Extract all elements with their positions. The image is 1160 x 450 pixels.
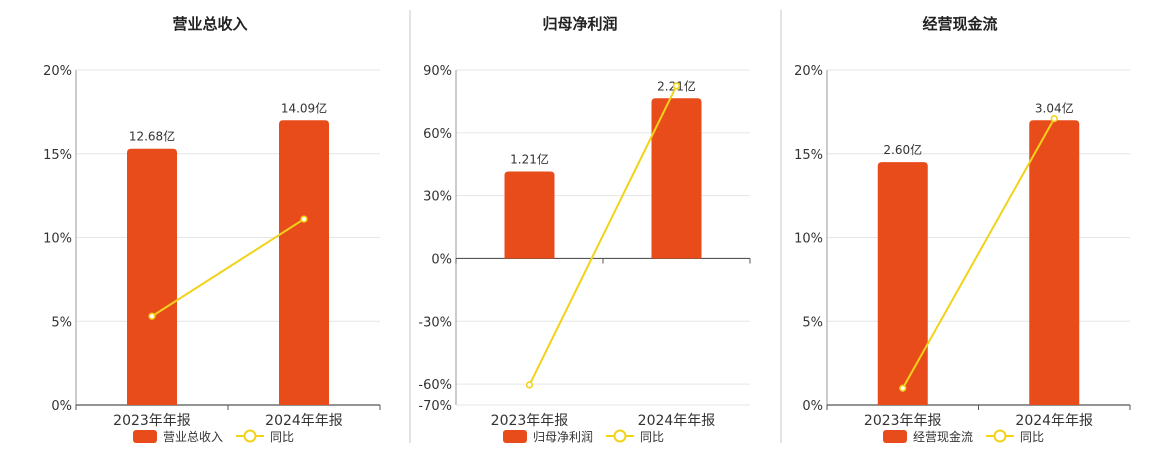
legend-label-bar: 归母净利润 — [533, 430, 593, 444]
legend-label-line: 同比 — [640, 430, 664, 444]
line-series — [151, 218, 305, 318]
legend-swatch-bar — [883, 430, 907, 443]
bar-value-label: 2.60亿 — [883, 142, 922, 157]
y-tick-label: 15% — [794, 148, 823, 163]
bar — [127, 148, 177, 405]
line-series — [901, 118, 1056, 389]
line-series — [528, 85, 678, 386]
y-tick-label: 20% — [43, 64, 72, 79]
chart-title: 经营现金流 — [922, 15, 997, 33]
x-category-label: 2024年年报 — [265, 413, 343, 429]
y-tick-label: 90% — [423, 64, 452, 79]
line-point — [1050, 114, 1058, 123]
line-point — [899, 384, 907, 392]
y-tick-label: 5% — [802, 315, 823, 330]
x-category-label: 2023年年报 — [491, 413, 569, 429]
x-category-label: 2024年年报 — [638, 413, 716, 429]
chart-panel-1: 营业总收入 20% 15% 10% 5% 0% 12.68亿 14.09亿 2023年年报 202… — [43, 15, 381, 444]
bar-value-label: 1.21亿 — [510, 152, 549, 167]
y-tick-label: 0% — [51, 399, 72, 414]
y-tick-label: 10% — [794, 232, 823, 247]
line-point — [525, 381, 534, 389]
x-category-label: 2023年年报 — [113, 413, 191, 429]
x-category-label: 2023年年报 — [864, 413, 942, 429]
chart-title: 营业总收入 — [172, 15, 247, 33]
y-tick-label: 15% — [43, 148, 72, 163]
bar — [1029, 120, 1080, 405]
legend-label-bar: 经营现金流 — [913, 429, 973, 444]
legend-label-line: 同比 — [270, 430, 294, 444]
y-tick-label: 0% — [431, 252, 452, 267]
y-tick-label: -70% — [418, 399, 452, 414]
y-tick-label: 30% — [423, 190, 452, 205]
y-tick-label: 10% — [43, 232, 72, 247]
line-point — [672, 82, 681, 90]
chart-panel-3: 经营现金流 20% 15% 10% 5% 0% 2.60亿 3.04亿 2023年年报 2024年… — [794, 15, 1131, 444]
legend-swatch-marker — [613, 429, 627, 443]
legend-label-line: 同比 — [1020, 430, 1044, 444]
bar — [877, 162, 928, 405]
bar-value-label: 3.04亿 — [1035, 100, 1074, 115]
y-tick-label: -60% — [418, 378, 452, 393]
bar-value-label: 12.68亿 — [129, 129, 175, 144]
bar — [279, 120, 329, 405]
y-tick-label: 20% — [794, 64, 823, 79]
x-category-label: 2024年年报 — [1015, 413, 1093, 429]
legend-swatch-bar — [133, 430, 157, 443]
line-point — [300, 215, 308, 223]
y-tick-label: 5% — [51, 315, 72, 330]
bar — [504, 171, 555, 259]
y-tick-label: 0% — [802, 399, 823, 414]
legend-swatch-bar — [503, 430, 527, 443]
legend-swatch-marker — [243, 429, 257, 443]
y-tick-label: 60% — [423, 127, 452, 142]
y-tick-label: -30% — [418, 315, 452, 330]
chart-panel-2: 归母净利润90%60%30%0%-30%-60%-70%1.21亿2.21亿20… — [418, 15, 751, 444]
bar — [651, 98, 702, 259]
line-point — [148, 312, 156, 320]
bar-value-label: 14.09亿 — [281, 100, 327, 115]
legend-label-bar: 营业总收入 — [163, 430, 223, 444]
chart-title: 归母净利润 — [542, 15, 617, 33]
legend-swatch-marker — [993, 429, 1007, 443]
